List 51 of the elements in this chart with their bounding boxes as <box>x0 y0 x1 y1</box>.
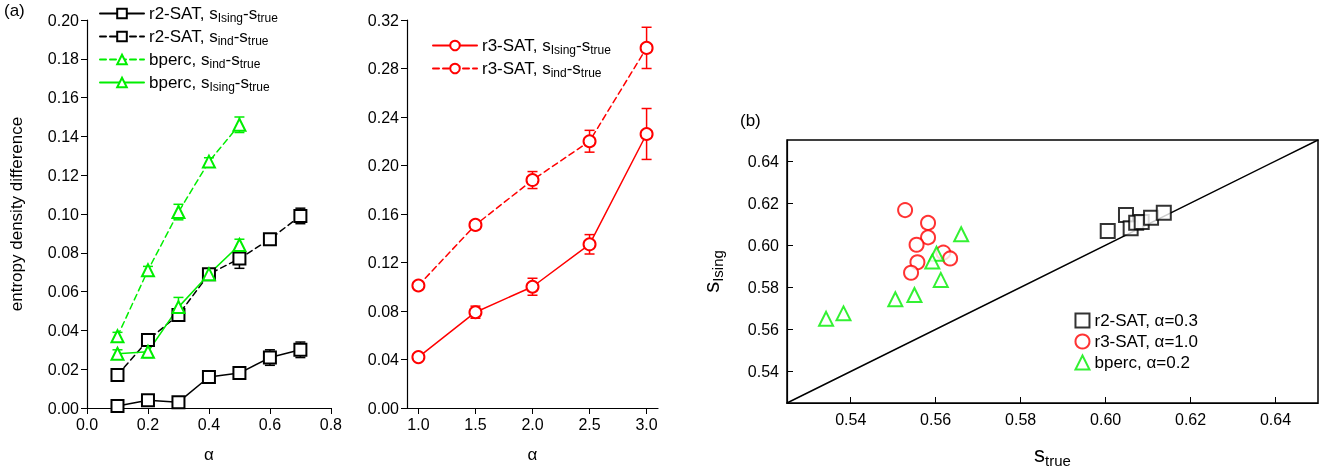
y-tick-label: 0.62 <box>747 194 780 212</box>
y-tick-label: 0.00 <box>367 399 400 417</box>
x-tick-label: 3.0 <box>635 415 658 433</box>
x-tick-label: 1.0 <box>407 415 430 433</box>
y-tick-label: 0.16 <box>367 205 400 223</box>
y-tick-label: 0.12 <box>47 166 80 184</box>
y-tick-label: 0.64 <box>747 152 780 170</box>
x-tick-label: 1.5 <box>464 415 487 433</box>
x-tick-label: 0.8 <box>319 415 343 433</box>
x-tick-label: 2.0 <box>521 415 544 433</box>
x-tick-label: 2.5 <box>578 415 601 433</box>
y-tick-label: 0.28 <box>367 60 400 77</box>
x-tick-label: 0.54 <box>835 410 867 428</box>
x-tick-label: 0.64 <box>1259 410 1292 428</box>
text: (a) <box>4 1 25 20</box>
y-tick-label: 0.20 <box>367 157 400 174</box>
x-tick-label: 0.58 <box>1005 410 1037 428</box>
y-tick-label: 0.24 <box>367 108 400 126</box>
x-tick-label: 0.6 <box>258 415 282 433</box>
y-tick-label: 0.14 <box>47 127 80 145</box>
y-tick-label: 0.60 <box>747 236 780 254</box>
x-tick-label: 0.62 <box>1174 410 1207 428</box>
y-tick-label: 0.08 <box>367 302 400 320</box>
y-tick-label: 0.10 <box>47 205 80 223</box>
y-tick-label: 0.12 <box>367 254 400 271</box>
y-axis-title: sIsing <box>699 250 726 293</box>
legend-label: bperc, α=0.2 <box>1094 353 1190 372</box>
x-axis-title: α <box>527 445 538 464</box>
y-tick-label: 0.00 <box>47 399 80 417</box>
y-tick-label: 0.04 <box>367 351 400 368</box>
x-axis-title: α <box>204 445 215 464</box>
x-tick-label: 0.4 <box>197 415 221 433</box>
y-tick-label: 0.58 <box>747 278 780 296</box>
x-tick-label: 0.0 <box>75 415 99 433</box>
y-axis-title: entropy density difference <box>7 116 26 312</box>
y-tick-label: 0.20 <box>47 11 80 29</box>
y-tick-label: 0.08 <box>47 244 80 262</box>
y-tick-label: 0.32 <box>367 11 400 29</box>
y-tick-label: 0.06 <box>47 283 80 301</box>
y-tick-label: 0.02 <box>47 360 80 378</box>
x-tick-label: 0.60 <box>1090 410 1122 428</box>
x-tick-label: 0.2 <box>136 415 160 433</box>
y-tick-label: 0.16 <box>47 89 80 107</box>
y-tick-label: 0.56 <box>747 320 780 338</box>
x-tick-label: 0.56 <box>920 410 952 428</box>
legend-label: r2-SAT, α=0.3 <box>1094 311 1198 330</box>
y-tick-label: 0.18 <box>47 50 80 68</box>
y-tick-label: 0.04 <box>47 321 80 339</box>
y-tick-label: 0.54 <box>747 362 780 380</box>
text: (b) <box>740 111 761 130</box>
legend-label: r3-SAT, α=1.0 <box>1094 332 1198 351</box>
